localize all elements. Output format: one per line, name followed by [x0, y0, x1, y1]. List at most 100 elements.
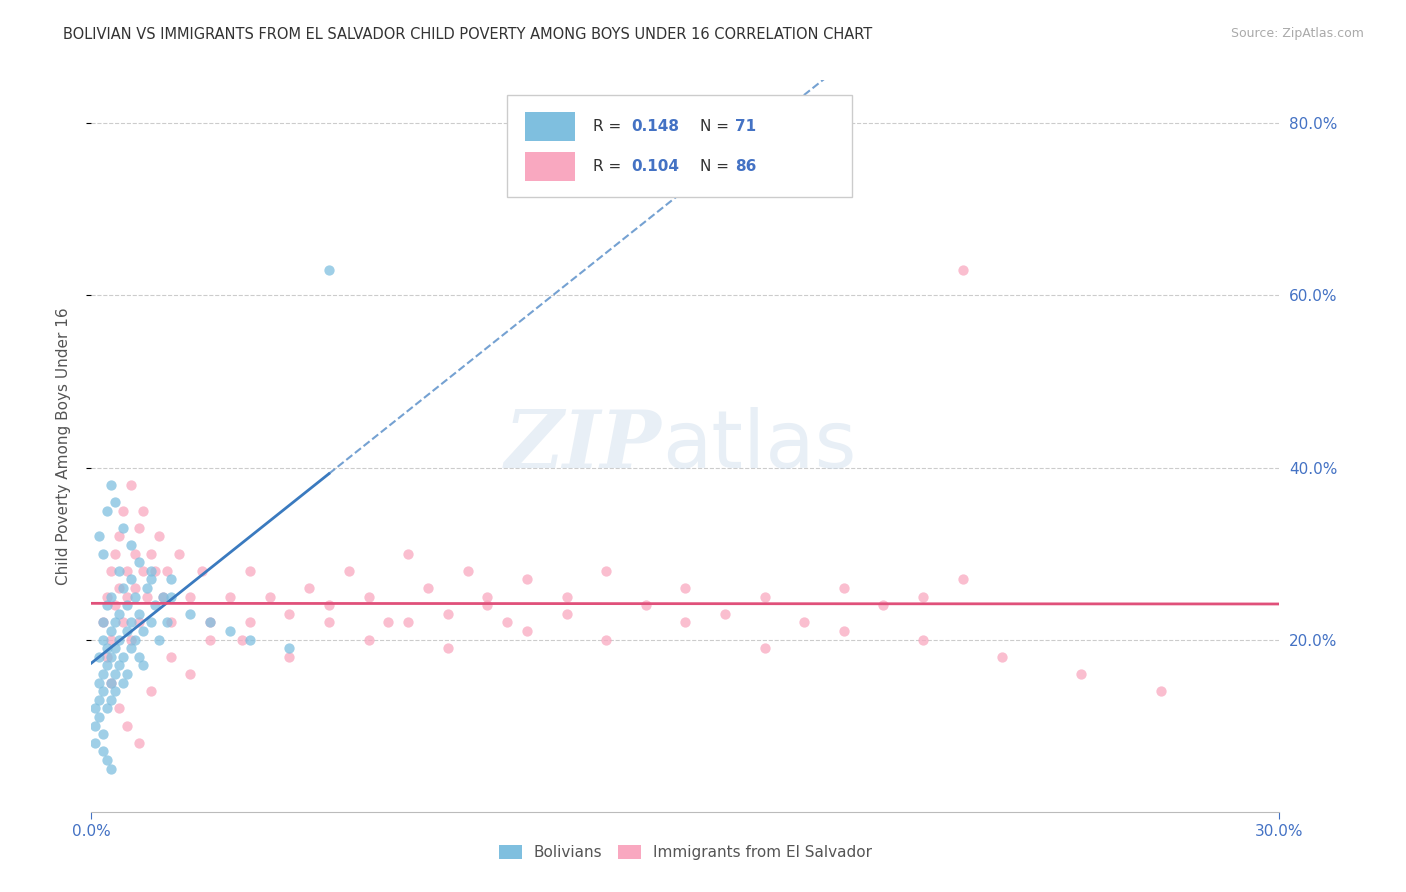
Point: [96, 503, 118, 517]
Point: [1150, 684, 1173, 698]
Point: [91, 667, 114, 681]
Point: [159, 649, 181, 664]
Point: [179, 667, 201, 681]
Point: [436, 607, 458, 621]
Point: [124, 547, 146, 561]
Point: [477, 590, 499, 604]
Point: [239, 632, 262, 647]
Point: [436, 641, 458, 656]
Point: [96, 701, 118, 715]
Point: [112, 503, 135, 517]
Point: [124, 581, 146, 595]
Point: [96, 598, 118, 612]
Point: [104, 641, 127, 656]
Point: [132, 624, 155, 638]
Point: [132, 564, 155, 578]
Point: [132, 658, 155, 673]
Point: [120, 538, 142, 552]
FancyBboxPatch shape: [508, 95, 852, 197]
Point: [91, 615, 114, 630]
Text: ZIP: ZIP: [505, 408, 662, 484]
Point: [135, 581, 157, 595]
Point: [152, 590, 174, 604]
FancyBboxPatch shape: [524, 152, 575, 181]
Point: [555, 590, 578, 604]
Text: N =: N =: [700, 119, 734, 134]
Point: [200, 615, 222, 630]
Point: [278, 649, 301, 664]
Point: [96, 658, 118, 673]
Point: [396, 547, 419, 561]
Point: [179, 590, 201, 604]
Point: [89, 710, 111, 724]
Point: [128, 736, 150, 750]
Point: [396, 615, 419, 630]
Point: [100, 675, 122, 690]
Point: [115, 564, 138, 578]
Point: [516, 573, 538, 587]
Point: [91, 632, 114, 647]
Point: [143, 598, 166, 612]
Point: [100, 632, 122, 647]
Point: [89, 529, 111, 543]
Point: [714, 607, 737, 621]
Point: [516, 624, 538, 638]
Point: [104, 598, 127, 612]
Point: [104, 615, 127, 630]
Point: [143, 564, 166, 578]
Point: [104, 684, 127, 698]
Text: atlas: atlas: [662, 407, 856, 485]
Point: [100, 590, 122, 604]
Point: [120, 632, 142, 647]
Point: [991, 649, 1014, 664]
Point: [84, 701, 107, 715]
Text: 0.104: 0.104: [631, 159, 679, 174]
Point: [179, 607, 201, 621]
Point: [108, 564, 131, 578]
Legend: Bolivians, Immigrants from El Salvador: Bolivians, Immigrants from El Salvador: [492, 839, 879, 866]
Point: [416, 581, 439, 595]
Point: [115, 590, 138, 604]
Point: [91, 744, 114, 758]
Text: N =: N =: [700, 159, 734, 174]
Point: [108, 658, 131, 673]
Point: [318, 615, 340, 630]
Point: [139, 684, 162, 698]
Point: [148, 529, 170, 543]
Point: [377, 615, 399, 630]
Point: [112, 615, 135, 630]
Point: [120, 477, 142, 491]
Point: [91, 615, 114, 630]
Point: [278, 607, 301, 621]
Point: [96, 590, 118, 604]
Point: [104, 495, 127, 509]
Point: [200, 632, 222, 647]
Point: [108, 529, 131, 543]
Point: [128, 607, 150, 621]
Point: [952, 573, 974, 587]
Point: [112, 649, 135, 664]
Point: [357, 590, 380, 604]
Point: [115, 667, 138, 681]
Point: [124, 632, 146, 647]
Point: [200, 615, 222, 630]
Point: [595, 564, 617, 578]
Point: [318, 598, 340, 612]
Point: [89, 675, 111, 690]
Point: [673, 615, 696, 630]
Point: [100, 564, 122, 578]
Point: [112, 521, 135, 535]
Point: [673, 581, 696, 595]
Point: [96, 649, 118, 664]
Point: [239, 564, 262, 578]
Point: [754, 590, 776, 604]
Point: [84, 719, 107, 733]
Point: [128, 521, 150, 535]
Point: [108, 632, 131, 647]
Point: [124, 590, 146, 604]
Point: [120, 573, 142, 587]
Point: [167, 547, 190, 561]
Point: [100, 624, 122, 638]
Point: [115, 719, 138, 733]
Point: [477, 598, 499, 612]
